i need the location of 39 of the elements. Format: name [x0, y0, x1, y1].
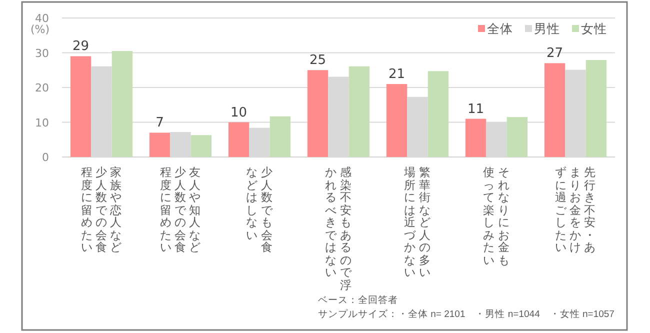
y-tick-label: 40 [35, 12, 49, 25]
text: ベース：全回答者 [318, 294, 398, 306]
data-label: 21 [388, 67, 406, 82]
y-tick-label: 0 [42, 151, 49, 164]
data-label: 10 [230, 105, 248, 120]
bar [428, 71, 449, 157]
legend-label: 男性 [534, 22, 560, 36]
bar [544, 63, 566, 157]
category-label: 先行き不安・あまりお金をかけずに過ごしたい [554, 165, 596, 254]
data-label: 25 [310, 53, 326, 68]
data-label: 7 [156, 116, 164, 131]
data-label: 29 [72, 39, 90, 54]
y-tick-label: 30 [35, 46, 49, 60]
bar [348, 66, 370, 157]
y-tick-label: 10 [35, 116, 49, 130]
bar [586, 60, 607, 157]
category-label: 繁華街など人の多い場所には近づかない [404, 165, 431, 279]
y-tick-label: 20 [35, 82, 49, 94]
bar [70, 56, 92, 157]
bar [112, 51, 133, 157]
category-label: 感染不安もあるので浮かれるべきではない [325, 165, 352, 292]
bar [190, 135, 212, 157]
category-label: 少人数でも会食などはしない [246, 165, 273, 254]
bar [270, 116, 291, 157]
text: サンプルサイズ：・全体 n= 2101 ・男性 n=1044 ・女性 n=1057 [318, 308, 614, 320]
bar [506, 117, 528, 157]
bar [307, 70, 328, 157]
category-label: 家族や恋人など少人数での会食程度に留めたい [80, 165, 122, 254]
category-label: それなりにお金も使って楽しみたい [483, 165, 510, 266]
bar [465, 118, 486, 157]
bar [386, 84, 408, 157]
legend-label: 全体 [487, 22, 513, 36]
data-label: 11 [468, 102, 484, 117]
bar [149, 132, 170, 157]
legend-label: 女性 [581, 22, 607, 36]
data-label: 27 [546, 46, 564, 62]
category-label: 友人や知人など少人数での会食程度に留めたい [160, 165, 202, 254]
y-axis-title: (%) [30, 23, 50, 36]
bar [228, 122, 250, 157]
